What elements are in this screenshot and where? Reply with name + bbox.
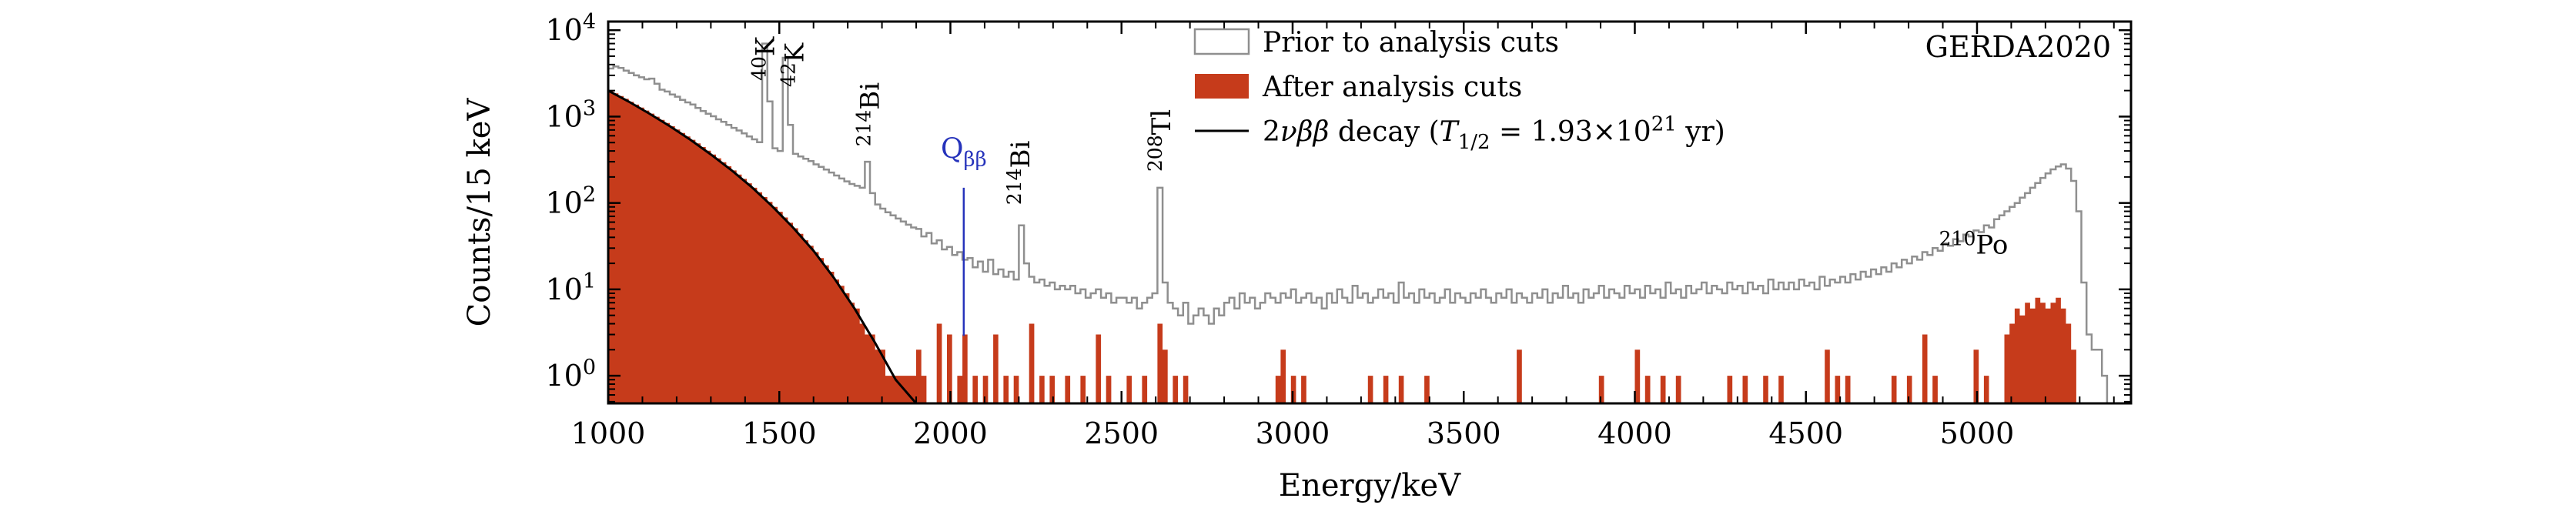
- y-tick-label: 103: [545, 96, 596, 133]
- plot-frame: [607, 20, 2133, 405]
- isotope-label-214bi: 214Bi: [853, 82, 886, 147]
- legend-label-curve: 2νββ decay (T1/2 = 1.93×1021 yr): [1263, 112, 1725, 154]
- y-tick-label: 104: [545, 10, 596, 47]
- isotope-label-208tl: 208Tl: [1144, 109, 1177, 172]
- isotope-label-42k: 42K: [777, 42, 810, 87]
- x-tick-label: 2000: [913, 416, 988, 450]
- corner-label: GERDA2020: [1925, 30, 2111, 64]
- qbb-label: Qββ: [941, 133, 987, 171]
- isotope-label-210po: 210Po: [1939, 227, 2009, 260]
- x-tick-label: 2500: [1084, 416, 1159, 450]
- isotope-label-214bi: 214Bi: [1003, 140, 1036, 205]
- legend-label-after: After analysis cuts: [1262, 72, 1522, 103]
- x-tick-label: 1000: [571, 416, 646, 450]
- x-tick-label: 1500: [742, 416, 817, 450]
- x-axis-title: Energy/keV: [1279, 468, 1461, 503]
- x-tick-label: 4000: [1597, 416, 1672, 450]
- x-tick-label: 4500: [1768, 416, 1843, 450]
- legend-swatch-open: [1193, 28, 1250, 55]
- x-tick-label: 5000: [1940, 416, 2015, 450]
- x-tick-label: 3000: [1256, 416, 1330, 450]
- legend-label-prior: Prior to analysis cuts: [1263, 27, 1559, 59]
- y-axis-title: Counts/15 keV: [462, 98, 497, 327]
- after-cuts-histogram: [608, 90, 2118, 403]
- isotope-label-40k: 40K: [748, 36, 781, 81]
- y-tick-label: 102: [545, 183, 596, 220]
- legend-swatch-filled: [1195, 74, 1249, 99]
- y-tick-label: 101: [545, 269, 596, 306]
- y-tick-label: 100: [545, 356, 596, 393]
- two-nu-beta-beta-curve: [607, 89, 918, 404]
- x-tick-label: 3500: [1427, 416, 1501, 450]
- prior-cuts-histogram: [607, 42, 2118, 405]
